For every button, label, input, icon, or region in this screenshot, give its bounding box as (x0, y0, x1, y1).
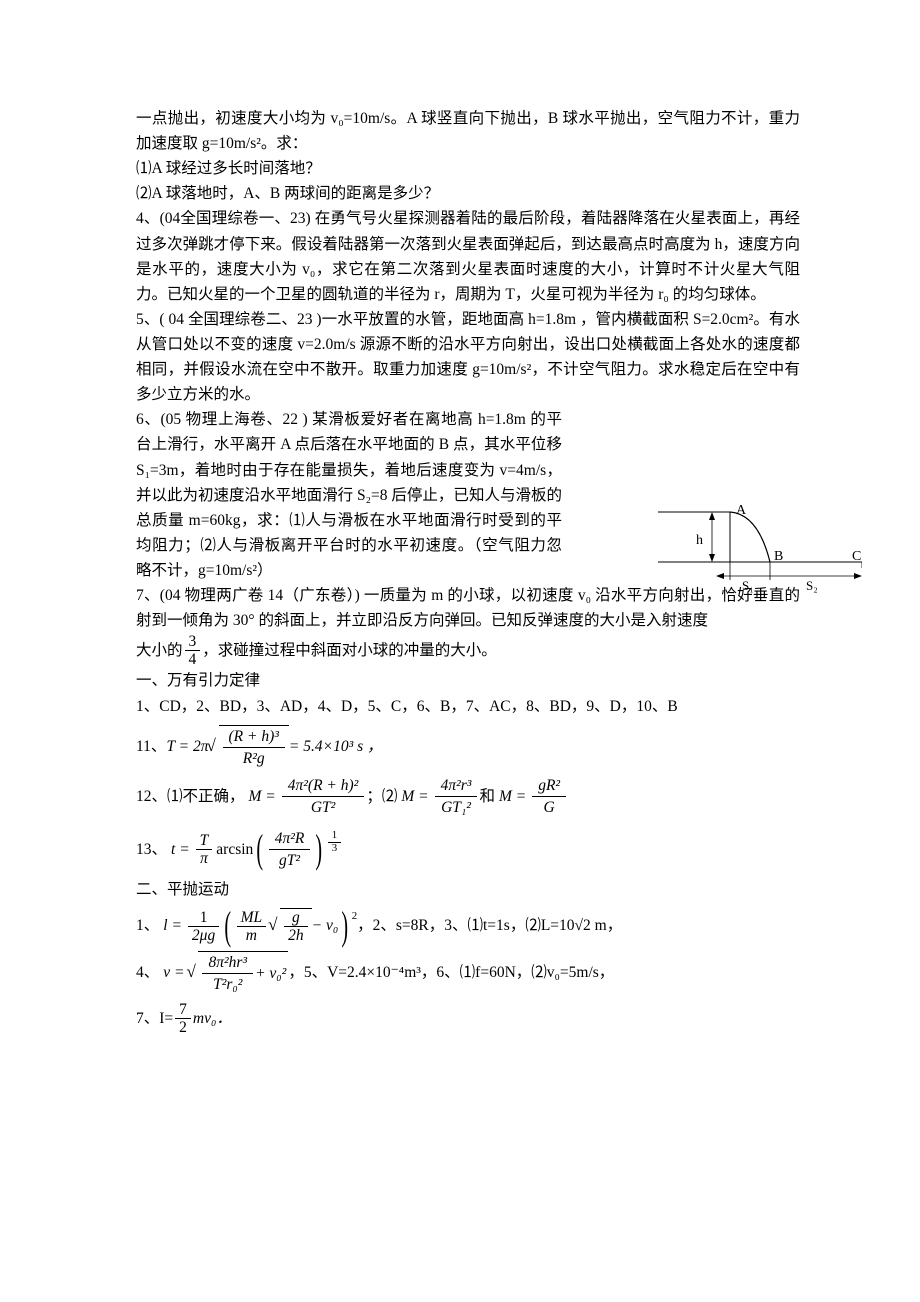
trajectory-arc (730, 512, 770, 562)
problem-5: 5、( 04 全国理综卷二、23 )一水平放置的水管，距地面高 h=1.8m ，… (136, 307, 800, 407)
numerator: 8π²hr³ (202, 952, 253, 974)
sqrt: g 2h (270, 908, 312, 944)
lhs: l = (163, 913, 182, 938)
denominator: 2h (284, 927, 308, 944)
answer-2-7: 7、I= 7 2 mv₀． (136, 1001, 800, 1036)
fraction-T-pi: T π (196, 832, 213, 867)
label-a: A (736, 504, 747, 518)
label-b: B (774, 549, 783, 564)
M1-lhs: M = (249, 784, 276, 809)
post-text: ，2、s=8R，3、⑴t=1s，⑵L=10√2 m， (357, 913, 622, 938)
denominator: GT² (282, 797, 365, 818)
denominator: 2μg (188, 927, 219, 944)
equation-lhs: T = 2π (166, 734, 208, 759)
denominator: R²g (223, 748, 285, 769)
equation-rhs: = 5.4×10³ s ， (289, 734, 383, 759)
fraction-inner: 4π²R gT² (269, 828, 311, 871)
numerator: ML (237, 909, 267, 927)
label: 4、 (136, 960, 159, 985)
label-s2: S₂ (806, 578, 818, 593)
answer-11: 11、 T = 2π (R + h)³ R²g = 5.4×10³ s ， (136, 725, 800, 769)
denominator: GT₁² (435, 797, 478, 818)
post-text: ，5、V=2.4×10⁻⁴m³，6、⑴f=60N，⑵v₀=5m/s， (288, 960, 614, 985)
h-arrow-down (709, 554, 715, 562)
problem-text: 一点抛出，初速度大小均为 v₀=10m/s。A 球竖直向下抛出，B 球水平抛出，… (136, 106, 800, 156)
fraction-ML-m: ML m (237, 909, 267, 944)
denominator: T²r₀² (202, 974, 253, 995)
denominator: m (237, 927, 267, 944)
plus-v0sq: + v₀² (255, 961, 286, 986)
denominator: gT² (269, 850, 311, 871)
sqrt: (R + h)³ R²g (209, 725, 289, 769)
section-1-title: 一、万有引力定律 (136, 668, 800, 693)
fraction-1: 4π²(R + h)² GT² (282, 775, 365, 818)
answer-2-1: 1、 l = 1 2μg ( ML m g 2h − v₀ ) 2 ，2、s=8… (136, 908, 800, 944)
numerator: 3 (185, 633, 201, 651)
numerator: 4π²r³ (435, 775, 478, 797)
numerator: 7 (175, 1001, 191, 1019)
fraction-3-4: 3 4 (185, 633, 201, 668)
lhs: v = (163, 960, 184, 985)
numerator: 4π²R (269, 828, 311, 850)
problem-text: ⑵A 球落地时，A、B 两球间的距离是多少？ (136, 181, 800, 206)
numerator: 4π²(R + h)² (282, 775, 365, 797)
post-text: mv₀． (193, 1006, 232, 1031)
numerator: (R + h)³ (223, 726, 285, 748)
figure-svg: A B C h S₁ S₂ (640, 504, 862, 594)
problem-7-line2: 大小的 3 4 ，求碰撞过程中斜面对小球的冲量的大小。 (136, 633, 800, 668)
numerator: 1 (188, 909, 219, 927)
fraction-2: 4π²r³ GT₁² (435, 775, 478, 818)
M3-lhs: M = (499, 784, 526, 809)
minus-v0: − v₀ (312, 913, 339, 938)
page-content: 一点抛出，初速度大小均为 v₀=10m/s。A 球竖直向下抛出，B 球水平抛出，… (0, 0, 920, 1076)
denominator: π (196, 850, 213, 867)
label: 12、⑴不正确， (136, 784, 245, 809)
fraction: 8π²hr³ T²r₀² (202, 952, 253, 995)
projectile-figure: A B C h S₁ S₂ (640, 504, 862, 594)
answer-2-4: 4、 v = 8π²hr³ T²r₀² + v₀² ，5、V=2.4×10⁻⁴m… (136, 950, 800, 995)
lhs: t = (171, 837, 190, 862)
answer-13: 13、 t = T π arcsin ( 4π²R gT² ) 1 3 (136, 828, 800, 871)
text-post: ，求碰撞过程中斜面对小球的冲量的大小。 (202, 638, 497, 663)
axis-arrow-r (854, 573, 862, 579)
denominator: 2 (175, 1019, 191, 1036)
numerator: T (196, 832, 213, 850)
fraction-1-2ug: 1 2μg (188, 909, 219, 944)
h-arrow-up (709, 512, 715, 520)
sqrt: 8π²hr³ T²r₀² + v₀² (188, 950, 288, 995)
label: 13、 (136, 837, 167, 862)
exp-den: 3 (328, 843, 341, 855)
label-s1: S₁ (742, 578, 754, 593)
numerator: g (284, 909, 308, 927)
problem-4: 4、(04全国理综卷一、23) 在勇气号火星探测器着陆的最后阶段，着陆器降落在火… (136, 206, 800, 306)
label-c: C (852, 549, 861, 564)
exponent-frac: 1 3 (328, 830, 341, 855)
axis-arrow-l (716, 573, 724, 579)
section-2-title: 二、平抛运动 (136, 877, 800, 902)
exp-num: 1 (328, 830, 341, 843)
numerator: gR² (532, 775, 566, 797)
problem-text: ⑴A 球经过多长时间落地？ (136, 156, 800, 181)
answer-12: 12、⑴不正确， M = 4π²(R + h)² GT² ；⑵ M = 4π²r… (136, 775, 800, 818)
label-h: h (696, 533, 703, 548)
separator: ；⑵ (366, 784, 397, 809)
fraction-g-2h: g 2h (284, 909, 308, 944)
fraction-7-2: 7 2 (175, 1001, 191, 1036)
fraction: (R + h)³ R²g (223, 726, 285, 769)
denominator: 4 (185, 651, 201, 668)
denominator: G (532, 797, 566, 818)
and-text: 和 (479, 784, 495, 809)
M2-lhs: M = (401, 784, 428, 809)
label: 11、 (136, 734, 166, 759)
label: 1、 (136, 913, 159, 938)
fraction-3: gR² G (532, 775, 566, 818)
label: 7、I= (136, 1006, 173, 1031)
section-1-answers: 1、CD，2、BD，3、AD，4、D，5、C，6、B，7、AC，8、BD，9、D… (136, 694, 800, 719)
arcsin: arcsin (216, 837, 253, 862)
text-pre: 大小的 (136, 638, 183, 663)
